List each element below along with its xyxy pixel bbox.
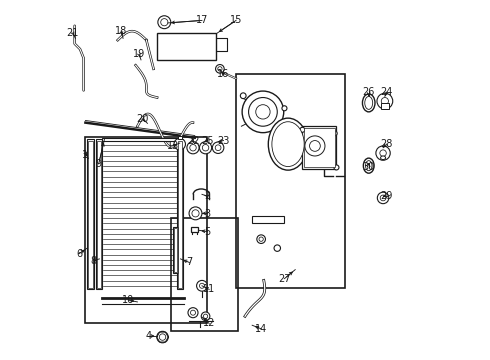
- Text: 23: 23: [217, 136, 230, 145]
- Text: 28: 28: [380, 139, 393, 149]
- Bar: [236, 74, 345, 288]
- Circle shape: [192, 210, 199, 217]
- Circle shape: [334, 165, 339, 170]
- Circle shape: [202, 144, 209, 151]
- Circle shape: [215, 145, 221, 150]
- Circle shape: [189, 207, 202, 220]
- Text: 22: 22: [187, 136, 199, 145]
- Circle shape: [158, 16, 171, 29]
- Ellipse shape: [365, 96, 373, 109]
- Text: 7: 7: [186, 257, 193, 267]
- Circle shape: [242, 91, 284, 133]
- Circle shape: [218, 67, 222, 71]
- Circle shape: [380, 150, 386, 156]
- Circle shape: [332, 131, 337, 136]
- Bar: [87, 139, 94, 289]
- Bar: [96, 139, 102, 289]
- Circle shape: [216, 64, 224, 73]
- Circle shape: [381, 98, 389, 105]
- Bar: [172, 218, 238, 330]
- Text: 25: 25: [201, 136, 214, 145]
- Text: 15: 15: [230, 15, 242, 26]
- Bar: [157, 33, 216, 60]
- Ellipse shape: [269, 118, 308, 170]
- Ellipse shape: [364, 158, 374, 173]
- Text: 13: 13: [167, 141, 179, 151]
- Text: 27: 27: [278, 274, 291, 284]
- Text: 24: 24: [380, 87, 393, 97]
- Bar: [101, 138, 180, 140]
- Bar: [302, 126, 337, 169]
- Text: 12: 12: [203, 319, 215, 328]
- Bar: [177, 140, 181, 288]
- Bar: [88, 140, 93, 288]
- Ellipse shape: [366, 161, 372, 171]
- Circle shape: [174, 138, 186, 150]
- Circle shape: [199, 141, 212, 154]
- Circle shape: [199, 283, 204, 288]
- Bar: [304, 128, 335, 167]
- Text: 8: 8: [91, 256, 97, 266]
- Circle shape: [190, 144, 196, 151]
- Bar: [177, 139, 183, 289]
- Bar: [381, 103, 389, 109]
- Text: 3: 3: [204, 209, 210, 219]
- Circle shape: [187, 141, 199, 154]
- Ellipse shape: [363, 94, 375, 112]
- Text: 10: 10: [122, 295, 135, 305]
- Circle shape: [196, 280, 207, 291]
- Circle shape: [161, 19, 168, 26]
- Ellipse shape: [381, 156, 386, 159]
- Bar: [191, 226, 198, 231]
- Text: 20: 20: [137, 114, 149, 124]
- Circle shape: [377, 93, 393, 109]
- Bar: [97, 140, 101, 288]
- Circle shape: [201, 312, 210, 320]
- Circle shape: [274, 245, 280, 251]
- Circle shape: [376, 146, 390, 160]
- Circle shape: [157, 331, 168, 343]
- Text: 4: 4: [145, 331, 151, 341]
- Circle shape: [310, 140, 320, 151]
- Text: 6: 6: [76, 248, 82, 258]
- Text: 26: 26: [363, 87, 375, 97]
- Circle shape: [259, 237, 263, 241]
- Text: 21: 21: [67, 28, 79, 38]
- Circle shape: [305, 136, 325, 156]
- Circle shape: [159, 334, 166, 340]
- Text: 19: 19: [133, 49, 146, 59]
- Text: 17: 17: [196, 15, 208, 26]
- Circle shape: [257, 235, 266, 243]
- Text: 30: 30: [363, 162, 375, 172]
- Text: 11: 11: [203, 284, 215, 294]
- Circle shape: [377, 192, 389, 204]
- Circle shape: [248, 98, 277, 126]
- Circle shape: [212, 142, 224, 153]
- Text: 5: 5: [204, 227, 211, 237]
- Circle shape: [380, 195, 386, 201]
- Bar: [252, 216, 285, 223]
- Circle shape: [300, 127, 305, 132]
- Text: 2: 2: [204, 191, 211, 201]
- Text: 16: 16: [218, 69, 230, 79]
- Bar: [85, 137, 207, 323]
- Circle shape: [256, 105, 270, 119]
- Circle shape: [203, 314, 208, 319]
- Bar: [177, 136, 182, 139]
- Bar: [173, 226, 178, 273]
- Circle shape: [188, 308, 198, 318]
- Text: 9: 9: [96, 159, 102, 169]
- Circle shape: [240, 93, 246, 99]
- Text: 18: 18: [115, 26, 127, 36]
- Circle shape: [282, 106, 287, 111]
- Ellipse shape: [272, 122, 304, 167]
- Circle shape: [191, 310, 196, 315]
- Text: 29: 29: [380, 191, 393, 201]
- Text: 1: 1: [82, 150, 89, 160]
- Text: 14: 14: [255, 324, 267, 334]
- Bar: [174, 228, 177, 272]
